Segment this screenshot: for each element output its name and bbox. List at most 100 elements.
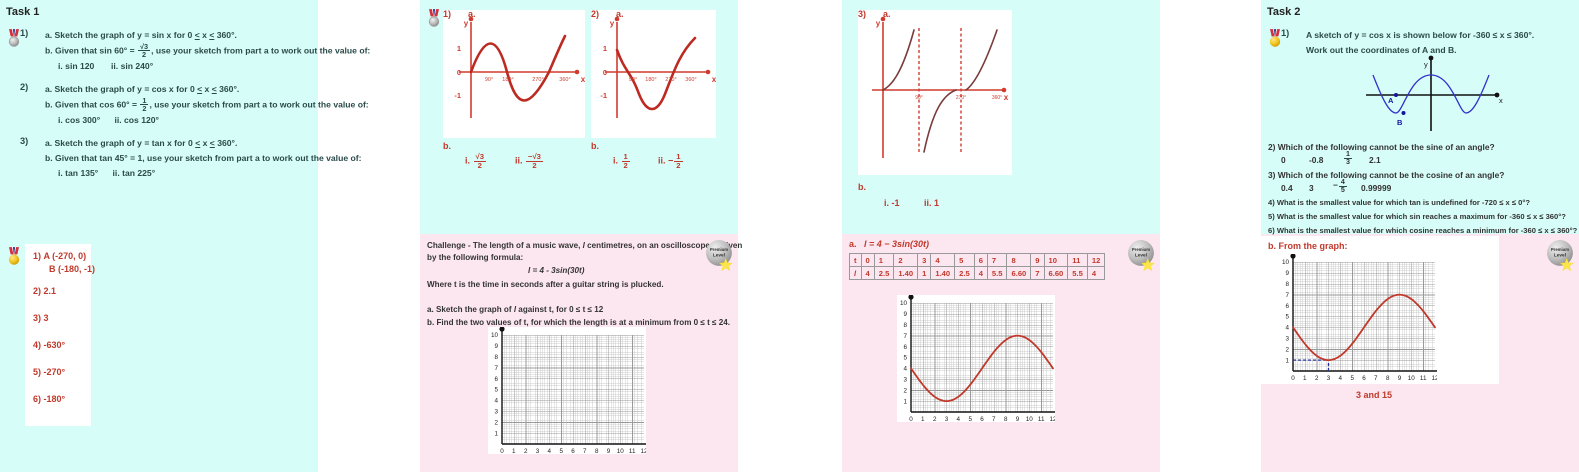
- svg-text:270°: 270°: [665, 77, 676, 83]
- svg-text:12: 12: [640, 448, 646, 454]
- svg-text:6: 6: [980, 416, 984, 422]
- svg-text:90°: 90°: [915, 95, 923, 101]
- svg-text:1: 1: [903, 398, 907, 405]
- svg-text:9: 9: [1016, 416, 1020, 422]
- svg-text:y: y: [610, 19, 615, 28]
- svg-text:90°: 90°: [485, 77, 493, 83]
- svg-text:7: 7: [1285, 292, 1289, 299]
- svg-text:5: 5: [903, 355, 907, 362]
- svg-text:1: 1: [603, 44, 607, 53]
- svg-text:10: 10: [617, 448, 625, 454]
- svg-text:y: y: [464, 19, 469, 28]
- svg-text:9: 9: [494, 343, 498, 350]
- svg-text:270°: 270°: [956, 95, 966, 101]
- svg-text:0: 0: [909, 416, 913, 422]
- svg-text:11: 11: [629, 448, 636, 454]
- svg-text:Premium: Premium: [710, 247, 728, 252]
- svg-text:2: 2: [903, 387, 907, 394]
- svg-text:11: 11: [1420, 375, 1427, 381]
- svg-text:3: 3: [945, 416, 949, 422]
- svg-text:6: 6: [903, 344, 907, 351]
- svg-text:7: 7: [494, 365, 498, 372]
- svg-text:y: y: [1424, 60, 1428, 69]
- svg-text:1: 1: [494, 430, 498, 437]
- svg-text:360°: 360°: [685, 77, 696, 83]
- svg-text:8: 8: [1004, 416, 1008, 422]
- svg-text:x: x: [712, 75, 716, 84]
- svg-text:0: 0: [603, 68, 607, 77]
- svg-text:2: 2: [933, 416, 937, 422]
- svg-text:1: 1: [1285, 357, 1289, 364]
- svg-text:4: 4: [957, 416, 961, 422]
- svg-text:12: 12: [1431, 375, 1437, 381]
- svg-text:0: 0: [457, 68, 461, 77]
- svg-text:4: 4: [1339, 375, 1343, 381]
- svg-text:Premium: Premium: [1551, 247, 1569, 252]
- svg-text:2: 2: [524, 448, 528, 454]
- svg-text:11: 11: [1038, 416, 1045, 422]
- svg-text:6: 6: [1362, 375, 1366, 381]
- svg-text:5: 5: [559, 448, 563, 454]
- svg-text:1: 1: [921, 416, 925, 422]
- svg-text:1: 1: [457, 44, 461, 53]
- svg-text:3: 3: [903, 377, 907, 384]
- svg-text:3: 3: [1327, 375, 1331, 381]
- svg-text:9: 9: [1285, 270, 1289, 277]
- svg-text:x: x: [1499, 96, 1503, 105]
- svg-text:2: 2: [1315, 375, 1319, 381]
- svg-text:7: 7: [992, 416, 996, 422]
- svg-text:10: 10: [491, 332, 499, 339]
- svg-text:360°: 360°: [992, 95, 1002, 101]
- svg-text:5: 5: [494, 387, 498, 394]
- svg-text:8: 8: [1285, 281, 1289, 288]
- svg-text:90°: 90°: [629, 77, 637, 83]
- svg-text:4: 4: [1285, 325, 1289, 332]
- svg-text:8: 8: [494, 354, 498, 361]
- svg-text:6: 6: [571, 448, 575, 454]
- svg-text:5: 5: [1350, 375, 1354, 381]
- svg-text:5: 5: [968, 416, 972, 422]
- svg-text:3: 3: [494, 409, 498, 416]
- svg-text:10: 10: [1408, 375, 1416, 381]
- svg-text:1: 1: [512, 448, 516, 454]
- svg-text:2: 2: [1285, 346, 1289, 353]
- svg-text:6: 6: [494, 376, 498, 383]
- svg-text:12: 12: [1049, 416, 1055, 422]
- svg-text:7: 7: [583, 448, 587, 454]
- svg-text:360°: 360°: [559, 77, 570, 83]
- svg-text:9: 9: [607, 448, 611, 454]
- svg-text:6: 6: [1285, 303, 1289, 310]
- svg-text:5: 5: [1285, 314, 1289, 321]
- svg-text:9: 9: [1398, 375, 1402, 381]
- svg-text:y: y: [876, 19, 881, 28]
- svg-text:3: 3: [536, 448, 540, 454]
- svg-text:10: 10: [1026, 416, 1034, 422]
- svg-text:-1: -1: [600, 91, 607, 100]
- svg-text:Level: Level: [1135, 252, 1147, 258]
- svg-text:0: 0: [500, 448, 504, 454]
- svg-text:2: 2: [494, 419, 498, 426]
- svg-text:1: 1: [1303, 375, 1307, 381]
- svg-text:4: 4: [494, 398, 498, 405]
- svg-text:8: 8: [903, 322, 907, 329]
- svg-text:10: 10: [1282, 259, 1290, 266]
- svg-text:180°: 180°: [645, 77, 656, 83]
- svg-text:Level: Level: [1554, 252, 1566, 258]
- svg-text:270°: 270°: [532, 77, 543, 83]
- svg-text:Premium: Premium: [1132, 247, 1150, 252]
- svg-text:x: x: [1004, 93, 1009, 102]
- svg-text:180°: 180°: [502, 77, 513, 83]
- svg-text:10: 10: [900, 300, 908, 307]
- svg-text:9: 9: [903, 311, 907, 318]
- svg-text:-1: -1: [454, 91, 461, 100]
- svg-text:Level: Level: [713, 252, 725, 258]
- svg-text:3: 3: [1285, 336, 1289, 343]
- svg-text:4: 4: [548, 448, 552, 454]
- svg-text:7: 7: [903, 333, 907, 340]
- svg-text:A: A: [1388, 96, 1394, 105]
- svg-text:7: 7: [1374, 375, 1378, 381]
- svg-text:8: 8: [1386, 375, 1390, 381]
- svg-text:x: x: [581, 75, 585, 84]
- svg-text:4: 4: [903, 366, 907, 373]
- svg-text:8: 8: [595, 448, 599, 454]
